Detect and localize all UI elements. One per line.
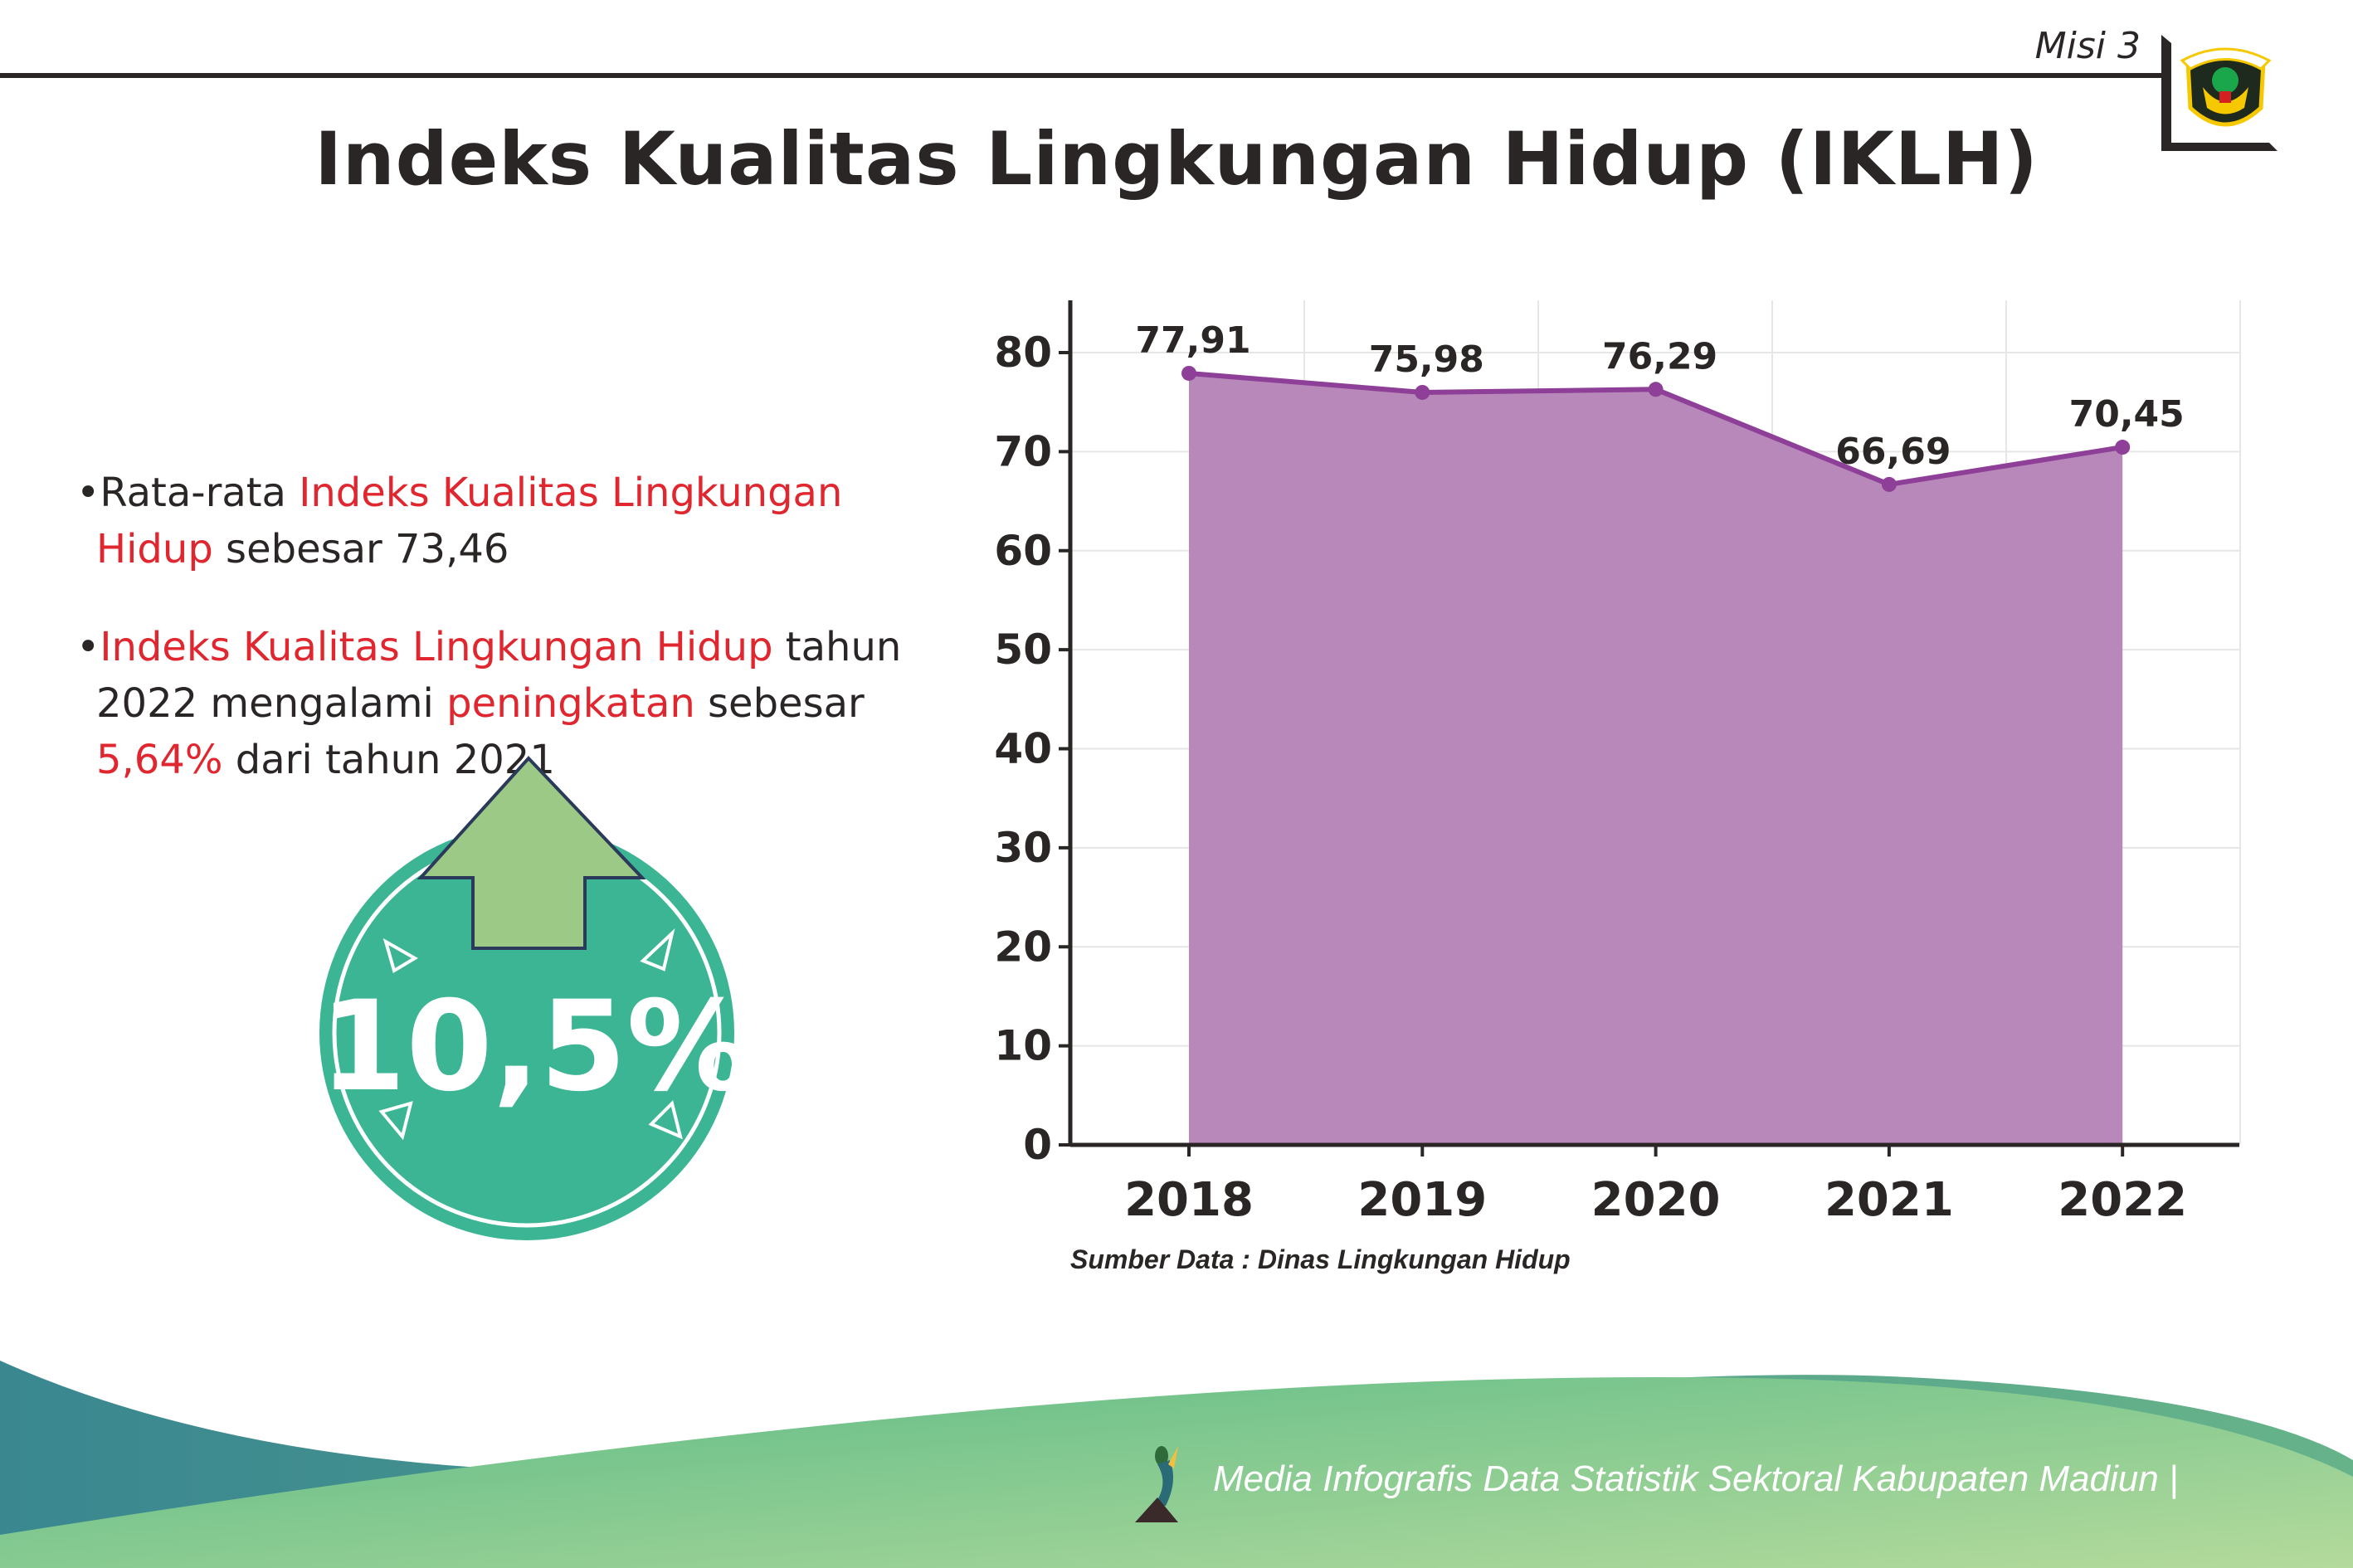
page-title: Indeks Kualitas Lingkungan Hidup (IKLH) xyxy=(314,116,2039,202)
y-tick-label: 50 xyxy=(994,626,1052,674)
madiun-logo xyxy=(2180,47,2272,127)
data-label: 76,29 xyxy=(1602,335,1717,377)
increase-badge xyxy=(319,756,734,1240)
iklh-area-chart: 0 10 20 30 40 50 60 70 80 77,91 2018 75,98 2019 76,29… xyxy=(994,300,2241,1227)
mission-label: Misi 3 xyxy=(2034,25,2141,67)
x-tick-label: 2020 xyxy=(1591,1173,1721,1227)
infographic-logo xyxy=(1135,1446,1178,1522)
bullet-average: •Rata-rata Indeks Kualitas Lingkungan Hi… xyxy=(76,470,843,572)
badge-value: 10,5% xyxy=(319,975,752,1119)
y-tick-label: 60 xyxy=(994,527,1052,575)
y-tick-label: 0 xyxy=(1023,1121,1052,1169)
data-point xyxy=(1881,476,1897,492)
data-point xyxy=(2115,440,2131,455)
data-point xyxy=(1415,384,1430,400)
x-tick-label: 2019 xyxy=(1357,1173,1487,1227)
data-point xyxy=(1181,365,1196,381)
data-label: 70,45 xyxy=(2069,393,2185,436)
x-tick-label: 2018 xyxy=(1124,1173,1254,1227)
footer-text: Media Infografis Data Statistik Sektoral… xyxy=(1213,1458,2179,1499)
summary-bullets: •Rata-rata Indeks Kualitas Lingkungan Hi… xyxy=(76,465,956,830)
data-label: 77,91 xyxy=(1135,319,1250,362)
x-tick-label: 2022 xyxy=(2058,1173,2187,1227)
bullet-increase: •Indeks Kualitas Lingkungan Hidup tahun … xyxy=(76,624,902,783)
footer-wave xyxy=(0,1361,2353,1568)
data-label: 66,69 xyxy=(1835,431,1951,473)
arrow-up-icon xyxy=(417,756,646,950)
y-tick-label: 20 xyxy=(994,923,1052,971)
y-tick-label: 10 xyxy=(994,1022,1052,1070)
header-frame xyxy=(0,35,2277,151)
sparkle-icon xyxy=(378,928,683,1141)
y-tick-label: 40 xyxy=(994,725,1052,773)
y-tick-label: 30 xyxy=(994,824,1052,872)
data-point xyxy=(1648,382,1664,397)
y-tick-label: 70 xyxy=(994,427,1052,475)
data-label: 75,98 xyxy=(1369,338,1484,381)
y-tick-label: 80 xyxy=(994,329,1052,377)
data-source: Sumber Data : Dinas Lingkungan Hidup xyxy=(1070,1244,1571,1274)
area-fill xyxy=(1189,373,2123,1146)
x-tick-label: 2021 xyxy=(1824,1173,1954,1227)
